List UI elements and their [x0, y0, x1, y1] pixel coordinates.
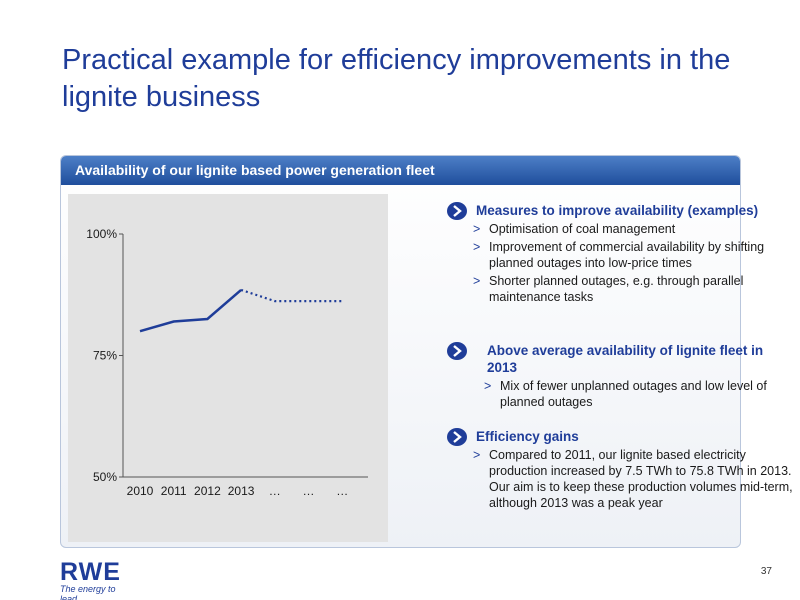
section-list: > Optimisation of coal management > Improv… [446, 221, 796, 305]
list-item: > Compared to 2011, our lignite based ele… [473, 448, 793, 510]
section-measures: Measures to improve availability (exampl… [446, 202, 796, 307]
x-tick-label: … [303, 484, 315, 498]
section-list: > Mix of fewer unplanned outages and low … [446, 378, 796, 410]
section-head: Measures to improve availability (exampl… [446, 202, 796, 220]
logo-wordmark: RWE [60, 558, 121, 586]
x-tick-label: … [336, 484, 348, 498]
logo-tagline: The energy to lead [60, 584, 116, 600]
chevron-right-circle-icon [447, 202, 467, 220]
y-tick-label: 50% [93, 470, 117, 484]
section-title: Efficiency gains [476, 429, 579, 444]
section-list: > Compared to 2011, our lignite based ele… [446, 447, 796, 511]
y-tick-label: 100% [86, 227, 117, 241]
page-number: 37 [760, 566, 772, 577]
x-tick-label: 2010 [127, 484, 154, 498]
section-title: Measures to improve availability (exampl… [476, 203, 759, 218]
forecast-line [240, 288, 343, 303]
x-tick-label: … [269, 484, 281, 498]
content-panel: Availability of our lignite based power … [60, 155, 793, 548]
section-efficiency: Efficiency gains > Compared to 2011, our … [446, 428, 796, 513]
x-tick-label: 2012 [194, 484, 221, 498]
list-item: > Mix of fewer unplanned outages and low … [484, 379, 767, 409]
rwe-logo: RWE The energy to lead [60, 558, 130, 600]
chevron-right-circle-icon [447, 428, 467, 446]
x-tick-label: 2013 [228, 484, 255, 498]
actual-line [139, 288, 242, 333]
y-tick-label: 75% [93, 349, 117, 363]
section-title: Above average availability of lignite fl… [487, 343, 764, 375]
section-head: Above average availability of lignite fl… [446, 342, 796, 376]
list-item: > Optimisation of coal management [473, 222, 676, 236]
section-head: Efficiency gains [446, 428, 796, 446]
list-item: > Improvement of commercial availability … [473, 240, 765, 270]
list-item: > Shorter planned outages, e.g. through p… [473, 274, 744, 304]
panel-header: Availability of our lignite based power … [61, 156, 740, 185]
chart-svg: 100% 75% 50% 2010 2011 2012 2013 … … … [86, 227, 368, 498]
availability-chart: 100% 75% 50% 2010 2011 2012 2013 … … … [68, 194, 388, 542]
x-tick-label: 2011 [161, 484, 187, 498]
chevron-right-circle-icon [447, 342, 467, 360]
section-availability: Above average availability of lignite fl… [446, 342, 796, 412]
slide-title: Practical example for efficiency improve… [62, 44, 731, 113]
